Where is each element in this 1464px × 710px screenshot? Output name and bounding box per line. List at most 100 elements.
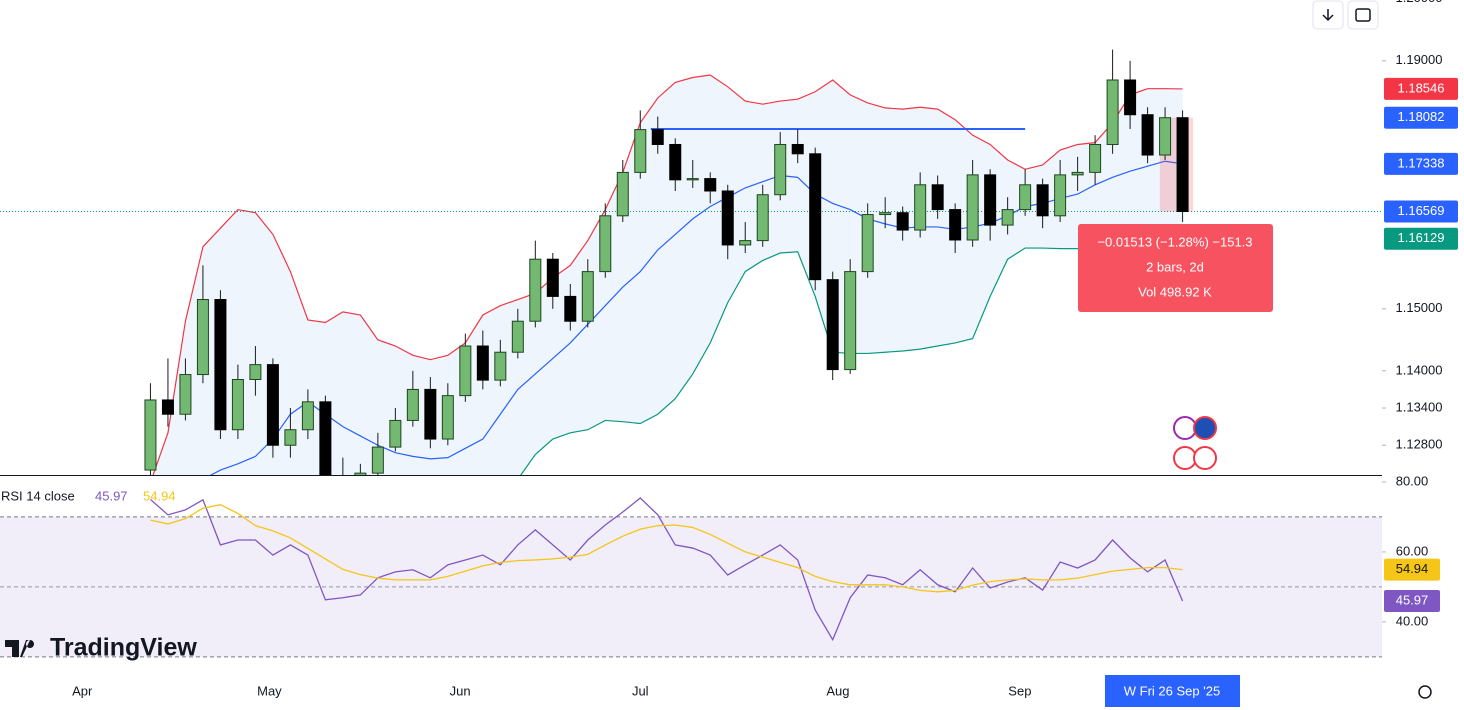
- candle-body: [1089, 143, 1102, 173]
- x-tick-label: Aug: [826, 683, 849, 698]
- candle-body: [651, 129, 664, 145]
- rsi-band-fill: [0, 516, 1382, 657]
- y-tick-label: 60.00: [1396, 543, 1429, 558]
- candle-body: [301, 401, 314, 431]
- candle-body: [1176, 117, 1189, 213]
- event-icons[interactable]: [1173, 416, 1217, 470]
- candle-body: [476, 345, 489, 381]
- candle-body: [774, 143, 787, 196]
- candle-body: [669, 143, 682, 181]
- rsi-pane: [0, 497, 1382, 658]
- band-line: [152, 74, 1183, 475]
- price-tag: [1384, 227, 1458, 250]
- candle-body: [931, 184, 944, 211]
- cursor-date: W Fri 26 Sep '25: [1124, 683, 1220, 698]
- candle-body: [389, 419, 402, 448]
- candle-body: [1141, 114, 1154, 156]
- rsi-line: [150, 497, 1184, 642]
- y-tick-label: 40.00: [1396, 613, 1429, 628]
- price-tag-label: 1.16569: [1398, 203, 1445, 218]
- candle-body: [844, 271, 857, 371]
- candle-body: [1054, 174, 1067, 217]
- event-icon[interactable]: [1193, 446, 1217, 470]
- rsi-value-tag-label: 54.94: [1396, 561, 1429, 576]
- logo-mark: [5, 640, 35, 657]
- candle-body: [791, 143, 804, 155]
- candle-body: [599, 215, 612, 273]
- fullscreen-button[interactable]: [1347, 0, 1379, 30]
- candle-body: [196, 299, 209, 376]
- price-pane: [0, 49, 1382, 475]
- candle-body: [284, 429, 297, 446]
- logo-text: TradingView: [50, 634, 197, 662]
- band-line: [520, 238, 1183, 475]
- candle-body: [546, 258, 559, 297]
- x-tick-label: Jul: [632, 683, 649, 698]
- candle-body: [319, 401, 332, 475]
- candle-body: [179, 374, 192, 415]
- y-tick-label: 1.15000: [1396, 300, 1443, 315]
- rsi-legend-value: 45.97: [95, 488, 128, 503]
- logo: TradingView: [5, 634, 197, 662]
- candle-body: [231, 379, 244, 431]
- x-tick-label: Sep: [1008, 683, 1031, 698]
- cursor-date-box: [1105, 675, 1240, 707]
- rsi-value-tag-label: 45.97: [1396, 592, 1429, 607]
- price-tag-label: 1.17338: [1398, 155, 1445, 170]
- y-tick-label: 1.20000: [1396, 0, 1443, 5]
- candle-body: [441, 395, 454, 440]
- candle-body: [214, 299, 227, 431]
- rsi-value-tag: [1384, 558, 1440, 581]
- tooltip-box: [1078, 224, 1273, 312]
- x-tick-label: May: [257, 683, 282, 698]
- event-icon[interactable]: [1173, 446, 1197, 470]
- candle-body: [809, 153, 822, 281]
- candle-body: [879, 212, 892, 216]
- rsi-legend-value: 54.94: [143, 488, 176, 503]
- candle-body: [1159, 117, 1172, 156]
- candle-body: [826, 279, 839, 371]
- x-tick-label: Jun: [450, 683, 471, 698]
- price-tag: [1384, 200, 1458, 223]
- tooltip-line: −0.01513 (−1.28%) −151.3: [1097, 234, 1252, 249]
- candle-body: [494, 351, 507, 381]
- price-tag-label: 1.16129: [1398, 230, 1445, 245]
- candle-body: [704, 178, 717, 192]
- candle-body: [1071, 171, 1084, 176]
- x-tick-label: Apr: [72, 683, 93, 698]
- candle-body: [949, 209, 962, 241]
- candle-body: [161, 399, 174, 415]
- y-tick-label: 1.19000: [1396, 52, 1443, 67]
- measure-tooltip: −0.01513 (−1.28%) −151.3 2 bars, 2d Vol 49…: [1078, 224, 1273, 312]
- candle-body: [424, 388, 437, 440]
- candle-body: [249, 364, 262, 381]
- toolbar: [1312, 0, 1432, 699]
- y-tick-label: 80.00: [1396, 473, 1429, 488]
- candle-body: [896, 212, 909, 231]
- candle-body: [266, 364, 279, 446]
- event-icon[interactable]: [1173, 416, 1197, 440]
- candle-body: [1019, 184, 1032, 211]
- candle-body: [1124, 79, 1137, 116]
- settings-button[interactable]: [1418, 685, 1432, 699]
- price-tag-label: 1.18546: [1398, 80, 1445, 95]
- price-tag: [1384, 152, 1458, 175]
- candle-body: [1001, 209, 1014, 226]
- y-tick-label: 1.13400: [1396, 399, 1443, 414]
- axes: 1.20000 1.19000 1.15000 1.14000 1.13400 1.128…: [72, 0, 1458, 707]
- tooltip-line: Vol 498.92 K: [1138, 284, 1212, 299]
- event-icon[interactable]: [1193, 416, 1217, 440]
- candle-body: [756, 194, 769, 242]
- candle-body: [984, 174, 997, 226]
- fullscreen-icon: [1355, 8, 1371, 22]
- scroll-icon: [1322, 9, 1334, 22]
- y-tick-label: 1.12800: [1396, 437, 1443, 452]
- candle-body: [459, 345, 472, 397]
- candle-body: [1106, 79, 1119, 145]
- candle-body: [529, 258, 542, 322]
- rsi-value-tag: [1384, 589, 1440, 612]
- candle-body: [354, 472, 367, 475]
- price-tag-label: 1.18082: [1398, 109, 1445, 124]
- candle-body: [966, 174, 979, 241]
